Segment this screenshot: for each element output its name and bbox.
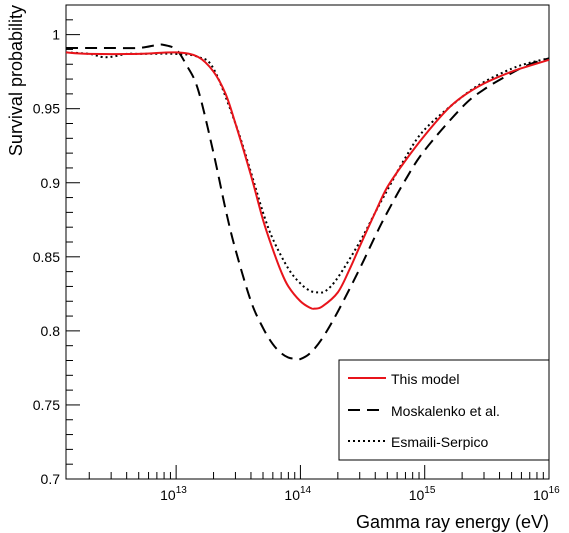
series-line-moskalenko-et-al (66, 43, 550, 361)
y-tick-label: 0.75 (33, 397, 60, 413)
x-tick-label: 1016 (533, 485, 560, 503)
legend-label-moskalenko: Moskalenko et al. (391, 403, 500, 419)
x-tick-label: 1013 (160, 485, 187, 503)
y-tick-label: 1 (52, 27, 60, 43)
x-axis-title: Gamma ray energy (eV) (356, 512, 549, 532)
x-tick-label: 1014 (284, 485, 311, 503)
series-layer (65, 43, 550, 361)
legend-label-this-model: This model (391, 371, 459, 387)
series-line-esmaili-serpico (65, 51, 550, 294)
series-line-this-model (65, 51, 550, 310)
x-tick-label: 1015 (409, 485, 436, 503)
y-tick-label: 0.85 (33, 249, 60, 265)
y-tick-label: 0.9 (41, 175, 61, 191)
legend: This model Moskalenko et al. Esmaili-Ser… (338, 359, 550, 461)
y-tick-label: 0.95 (33, 101, 60, 117)
legend-label-esmaili-serpico: Esmaili-Serpico (391, 434, 488, 450)
y-axis-title: Survival probability (6, 5, 26, 156)
y-tick-label: 0.7 (41, 471, 61, 487)
y-tick-label: 0.8 (41, 323, 61, 339)
